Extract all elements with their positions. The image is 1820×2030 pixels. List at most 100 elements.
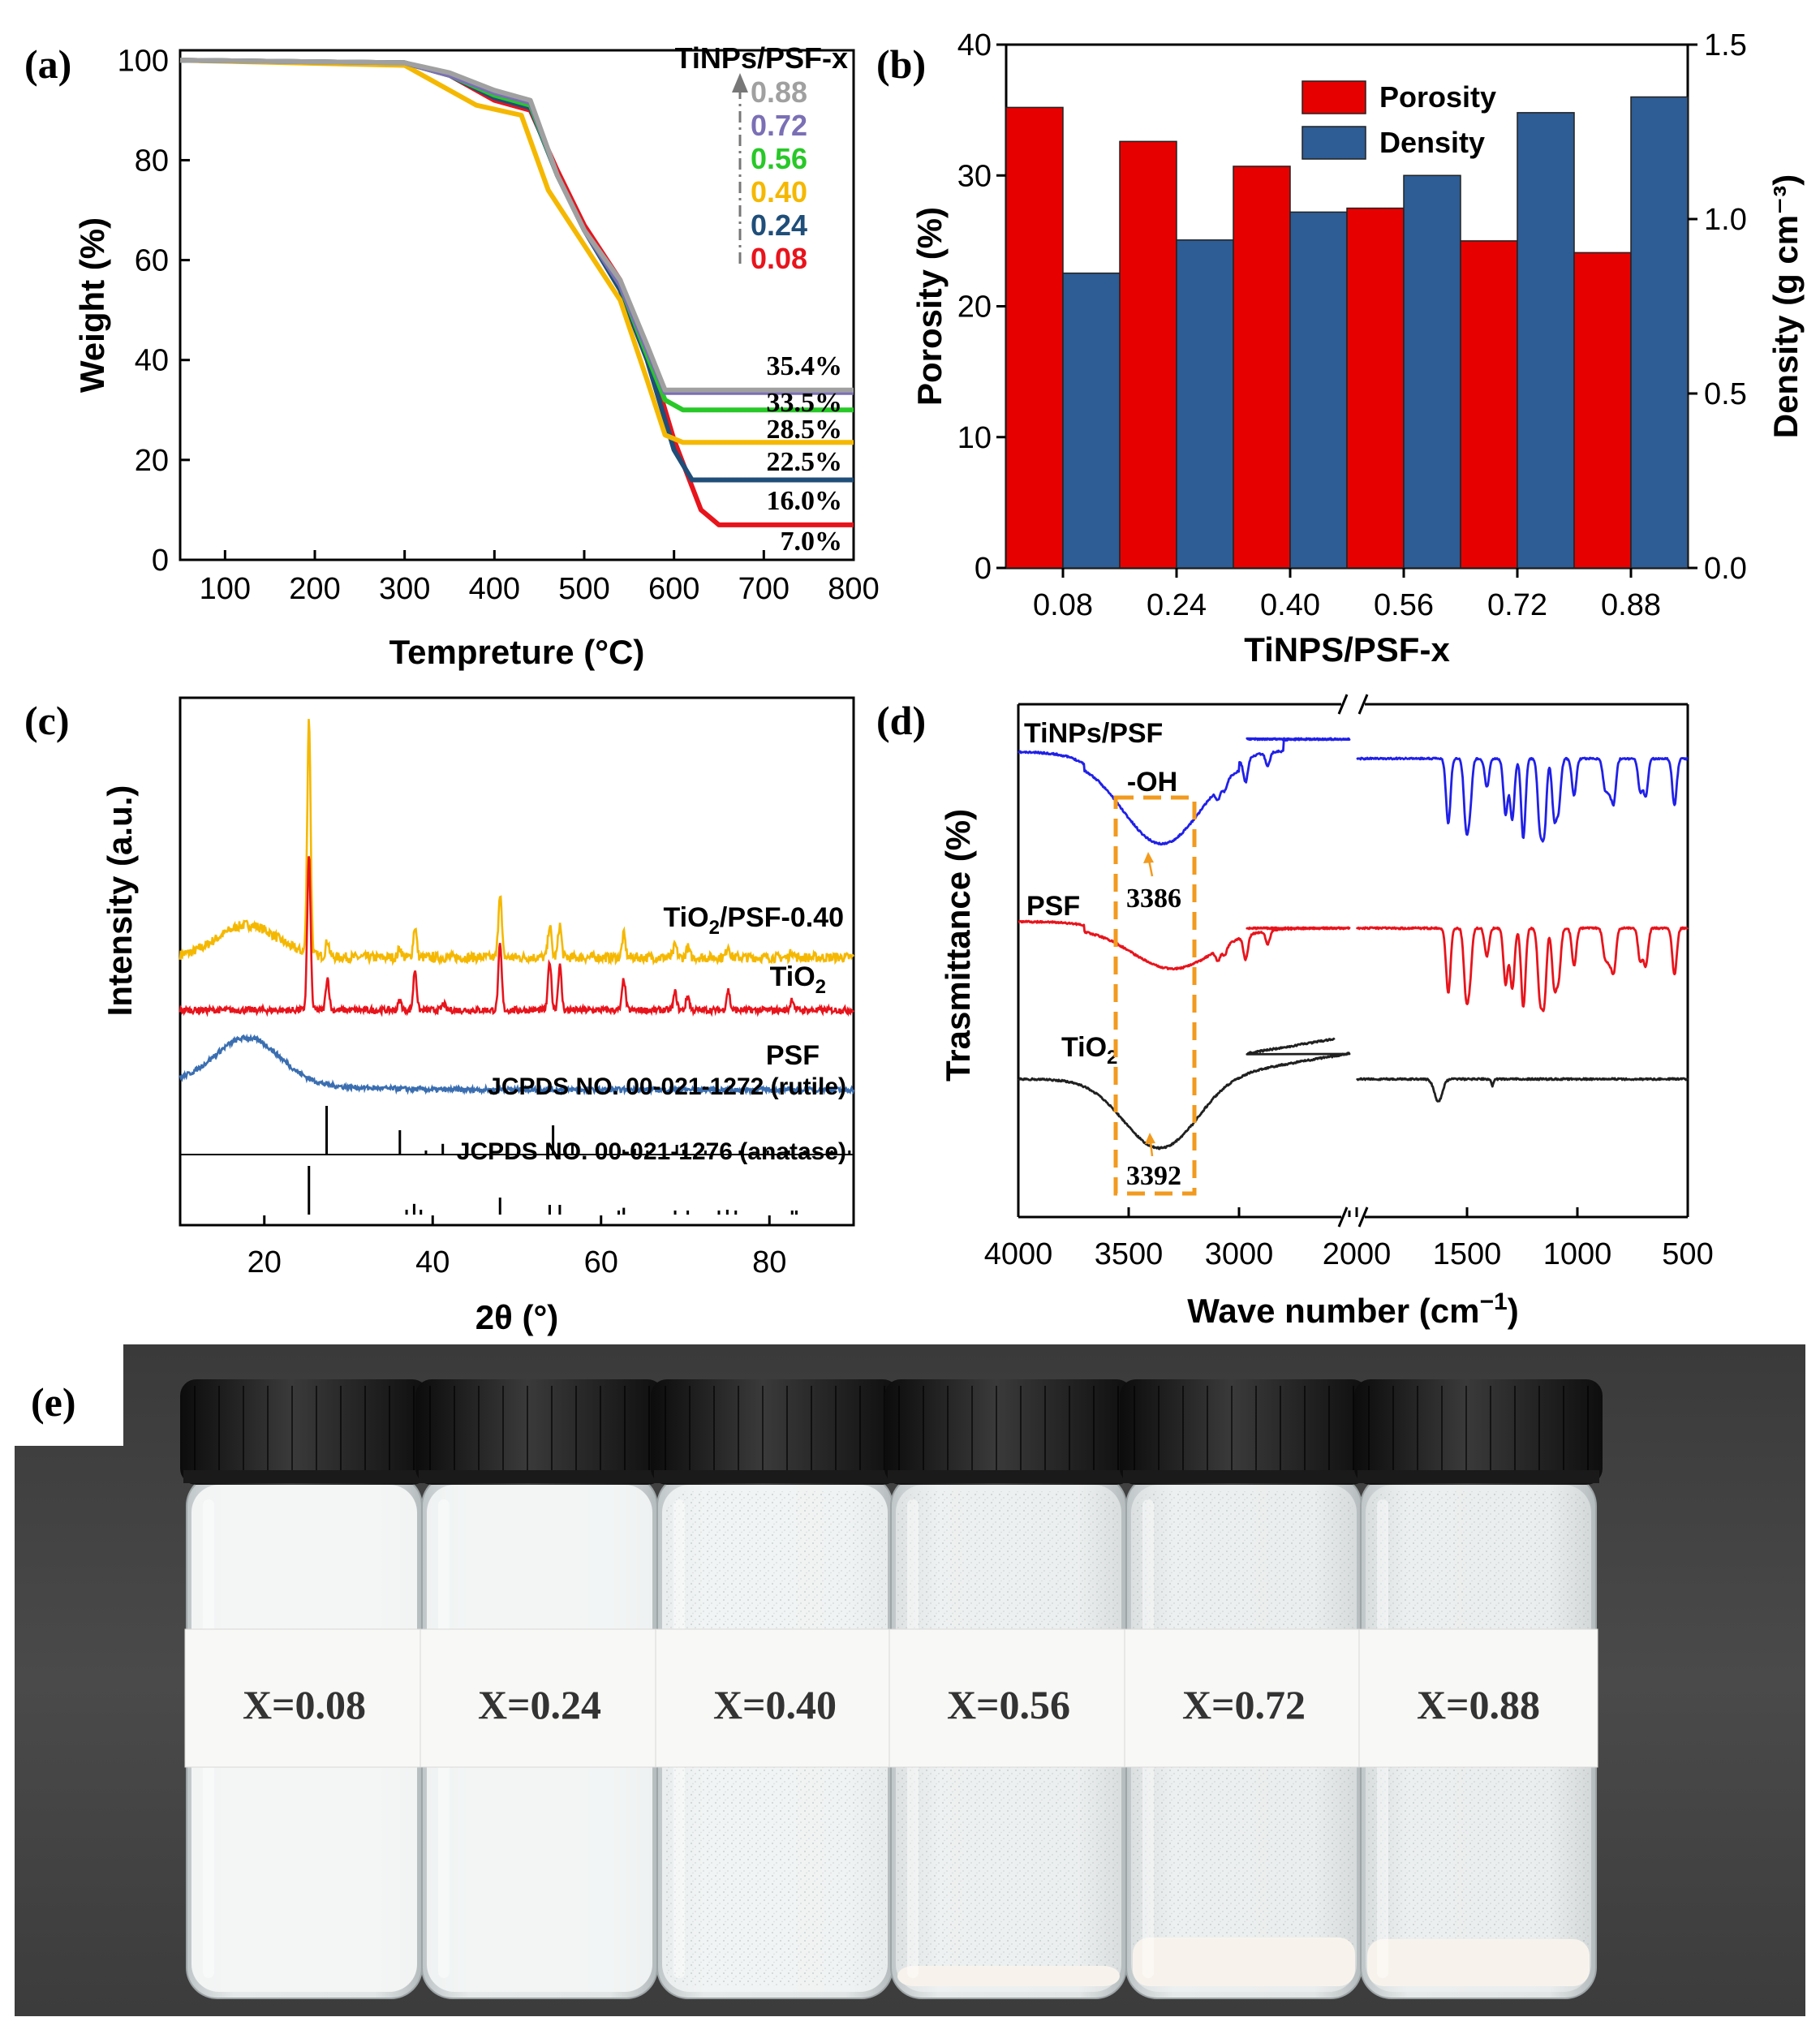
- ftir-label-TiO₂: TiO2: [1061, 1032, 1117, 1069]
- legend-label-Porosity: Porosity: [1379, 80, 1496, 114]
- legend-swatch-Porosity: [1302, 80, 1366, 114]
- peak-arrowhead: [1143, 852, 1154, 863]
- y-tick-label: 20: [135, 444, 169, 478]
- legend-entry-0.08: 0.08: [751, 242, 807, 275]
- x-tick-label: 500: [1662, 1237, 1713, 1271]
- peak-label-3386: 3386: [1126, 884, 1181, 914]
- peak-label-3392: 3392: [1126, 1161, 1181, 1191]
- vial-cap-4: [1120, 1379, 1368, 1485]
- bar-porosity-0.24: [1119, 140, 1177, 569]
- vial-label-band-0: [184, 1628, 424, 1768]
- x-tick-label: 3500: [1095, 1237, 1164, 1271]
- vial-sediment-5: [1367, 1939, 1590, 1986]
- y-axis-label-right: Density (g cm⁻³): [1766, 174, 1805, 439]
- x-axis-label: 2θ (°): [475, 1298, 559, 1336]
- vial-label-2: X=0.40: [713, 1682, 837, 1727]
- vial-label-band-4: [1124, 1628, 1364, 1768]
- bar-density-0.24: [1176, 239, 1234, 569]
- vial-label-4: X=0.72: [1182, 1682, 1306, 1727]
- xrd-pattern-TiO₂: [179, 856, 855, 1017]
- tga-curve-0.88: [179, 58, 854, 393]
- y-right-tick-label: 0.5: [1704, 377, 1747, 411]
- x-tick-label: 3000: [1205, 1237, 1274, 1271]
- y-axis-label-left: Porosity (%): [910, 207, 949, 406]
- legend-entry-0.24: 0.24: [751, 209, 807, 242]
- x-tick-label: 0.88: [1601, 588, 1661, 622]
- vial-cap-0: [180, 1379, 428, 1485]
- y-tick-label: 0: [152, 544, 169, 578]
- x-tick-label: 600: [648, 572, 699, 606]
- bar-porosity-0.88: [1573, 252, 1632, 569]
- ftir-spectrum-TiO2-left: [1017, 1037, 1351, 1150]
- vial-label-5: X=0.88: [1417, 1682, 1540, 1727]
- photo-label-box: [15, 1344, 123, 1446]
- y-tick-label: 20: [957, 290, 992, 325]
- vial-label-1: X=0.24: [478, 1682, 601, 1727]
- x-tick-label: 800: [828, 572, 879, 606]
- legend-entry-0.40: 0.40: [751, 175, 807, 209]
- x-axis-label: Tempreture (°C): [389, 633, 645, 671]
- axis-break-mark: [1337, 694, 1349, 715]
- y-axis-label: Trasmittance (%): [939, 809, 977, 1082]
- x-tick-label: 60: [584, 1245, 618, 1280]
- x-tick-label: 4000: [984, 1237, 1053, 1271]
- vial-sediment-3: [897, 1966, 1120, 1986]
- vial-cap-3: [884, 1379, 1133, 1485]
- ftir-spectrum-TiO2-right: [1356, 1077, 1689, 1103]
- vial-cap-1: [415, 1379, 664, 1485]
- y-tick-label: 40: [135, 344, 169, 378]
- residue-label-0.08: 7.0%: [781, 527, 843, 557]
- x-tick-label: 80: [752, 1245, 786, 1280]
- reference-label-0: JCPDS NO. 00-021-1272 (rutile): [488, 1073, 846, 1100]
- plot-frame: [179, 696, 855, 1227]
- panel-b-label: (b): [876, 41, 926, 87]
- residue-label-0.40: 22.5%: [767, 447, 843, 477]
- legend-label-Density: Density: [1379, 126, 1485, 159]
- legend-entry-0.72: 0.72: [751, 109, 807, 142]
- panel-d-ftir-chart: 4000 3500 3000 2000 1500 1000 500 Wave number (…: [939, 694, 1714, 1330]
- xrd-pattern-TiO₂/PSF-0.40: [179, 719, 855, 966]
- axis-break-mark: [1357, 694, 1369, 715]
- ftir-spectrum-TiNPs/PSF-left: [1017, 737, 1351, 846]
- panel-a-label: (a): [24, 41, 71, 87]
- ftir-spectrum-PSF-right: [1355, 926, 1689, 1013]
- xrd-pattern-PSF: [179, 1033, 855, 1096]
- reference-label-1: JCPDS NO. 00-021-1276 (anatase): [457, 1138, 846, 1165]
- y-right-tick-label: 1.5: [1704, 28, 1747, 62]
- legend-arrow-head: [732, 73, 748, 92]
- x-tick-label: 100: [200, 572, 251, 606]
- x-tick-label: 200: [289, 572, 340, 606]
- xrd-label-PSF: PSF: [766, 1040, 820, 1071]
- x-tick-label: 500: [558, 572, 609, 606]
- legend-swatch-Density: [1302, 126, 1366, 160]
- y-tick-label: 60: [135, 244, 169, 278]
- x-axis-label: TiNPS/PSF-x: [1244, 630, 1450, 669]
- plot-frame: [179, 49, 855, 561]
- panel-e-vial-photo: (e) X=0.08 X=0.24 X=0.40 X=0.56 X=0.72 X=0.88: [15, 1344, 1805, 2016]
- ftir-label-TiNPs/PSF: TiNPs/PSF: [1024, 718, 1163, 749]
- vial-cap-rim-3: [888, 1470, 1129, 1483]
- x-tick-label: 1500: [1433, 1237, 1502, 1271]
- bar-porosity-0.72: [1460, 240, 1518, 569]
- vial-cap-2: [651, 1379, 899, 1485]
- y-right-tick-label: 1.0: [1704, 203, 1747, 237]
- legend-entry-0.56: 0.56: [751, 142, 807, 175]
- x-tick-label: 0.72: [1487, 588, 1547, 622]
- axis-break-mark: [1337, 1206, 1349, 1228]
- y-tick-label: 40: [957, 28, 992, 62]
- x-tick-label: 1000: [1543, 1237, 1612, 1271]
- vial-label-band-5: [1358, 1628, 1598, 1768]
- vial-cap-rim-2: [654, 1470, 896, 1483]
- y-tick-label: 80: [135, 144, 169, 178]
- bar-density-0.88: [1630, 96, 1689, 569]
- bar-porosity-0.40: [1233, 166, 1291, 569]
- panel-b-bar-chart: 0.08 0.24 0.40 0.56 0.72 0.88 0 10 20 30 40 0.0 0.5 1…: [910, 28, 1805, 669]
- y-axis-label: Weight (%): [73, 217, 111, 393]
- y-tick-label: 10: [957, 421, 992, 455]
- y-tick-label: 30: [957, 159, 992, 193]
- bar-density-0.40: [1289, 211, 1348, 569]
- residue-label-0.88: 35.4%: [767, 351, 843, 381]
- oh-region-box: [1113, 795, 1197, 1196]
- bar-density-0.72: [1517, 112, 1575, 569]
